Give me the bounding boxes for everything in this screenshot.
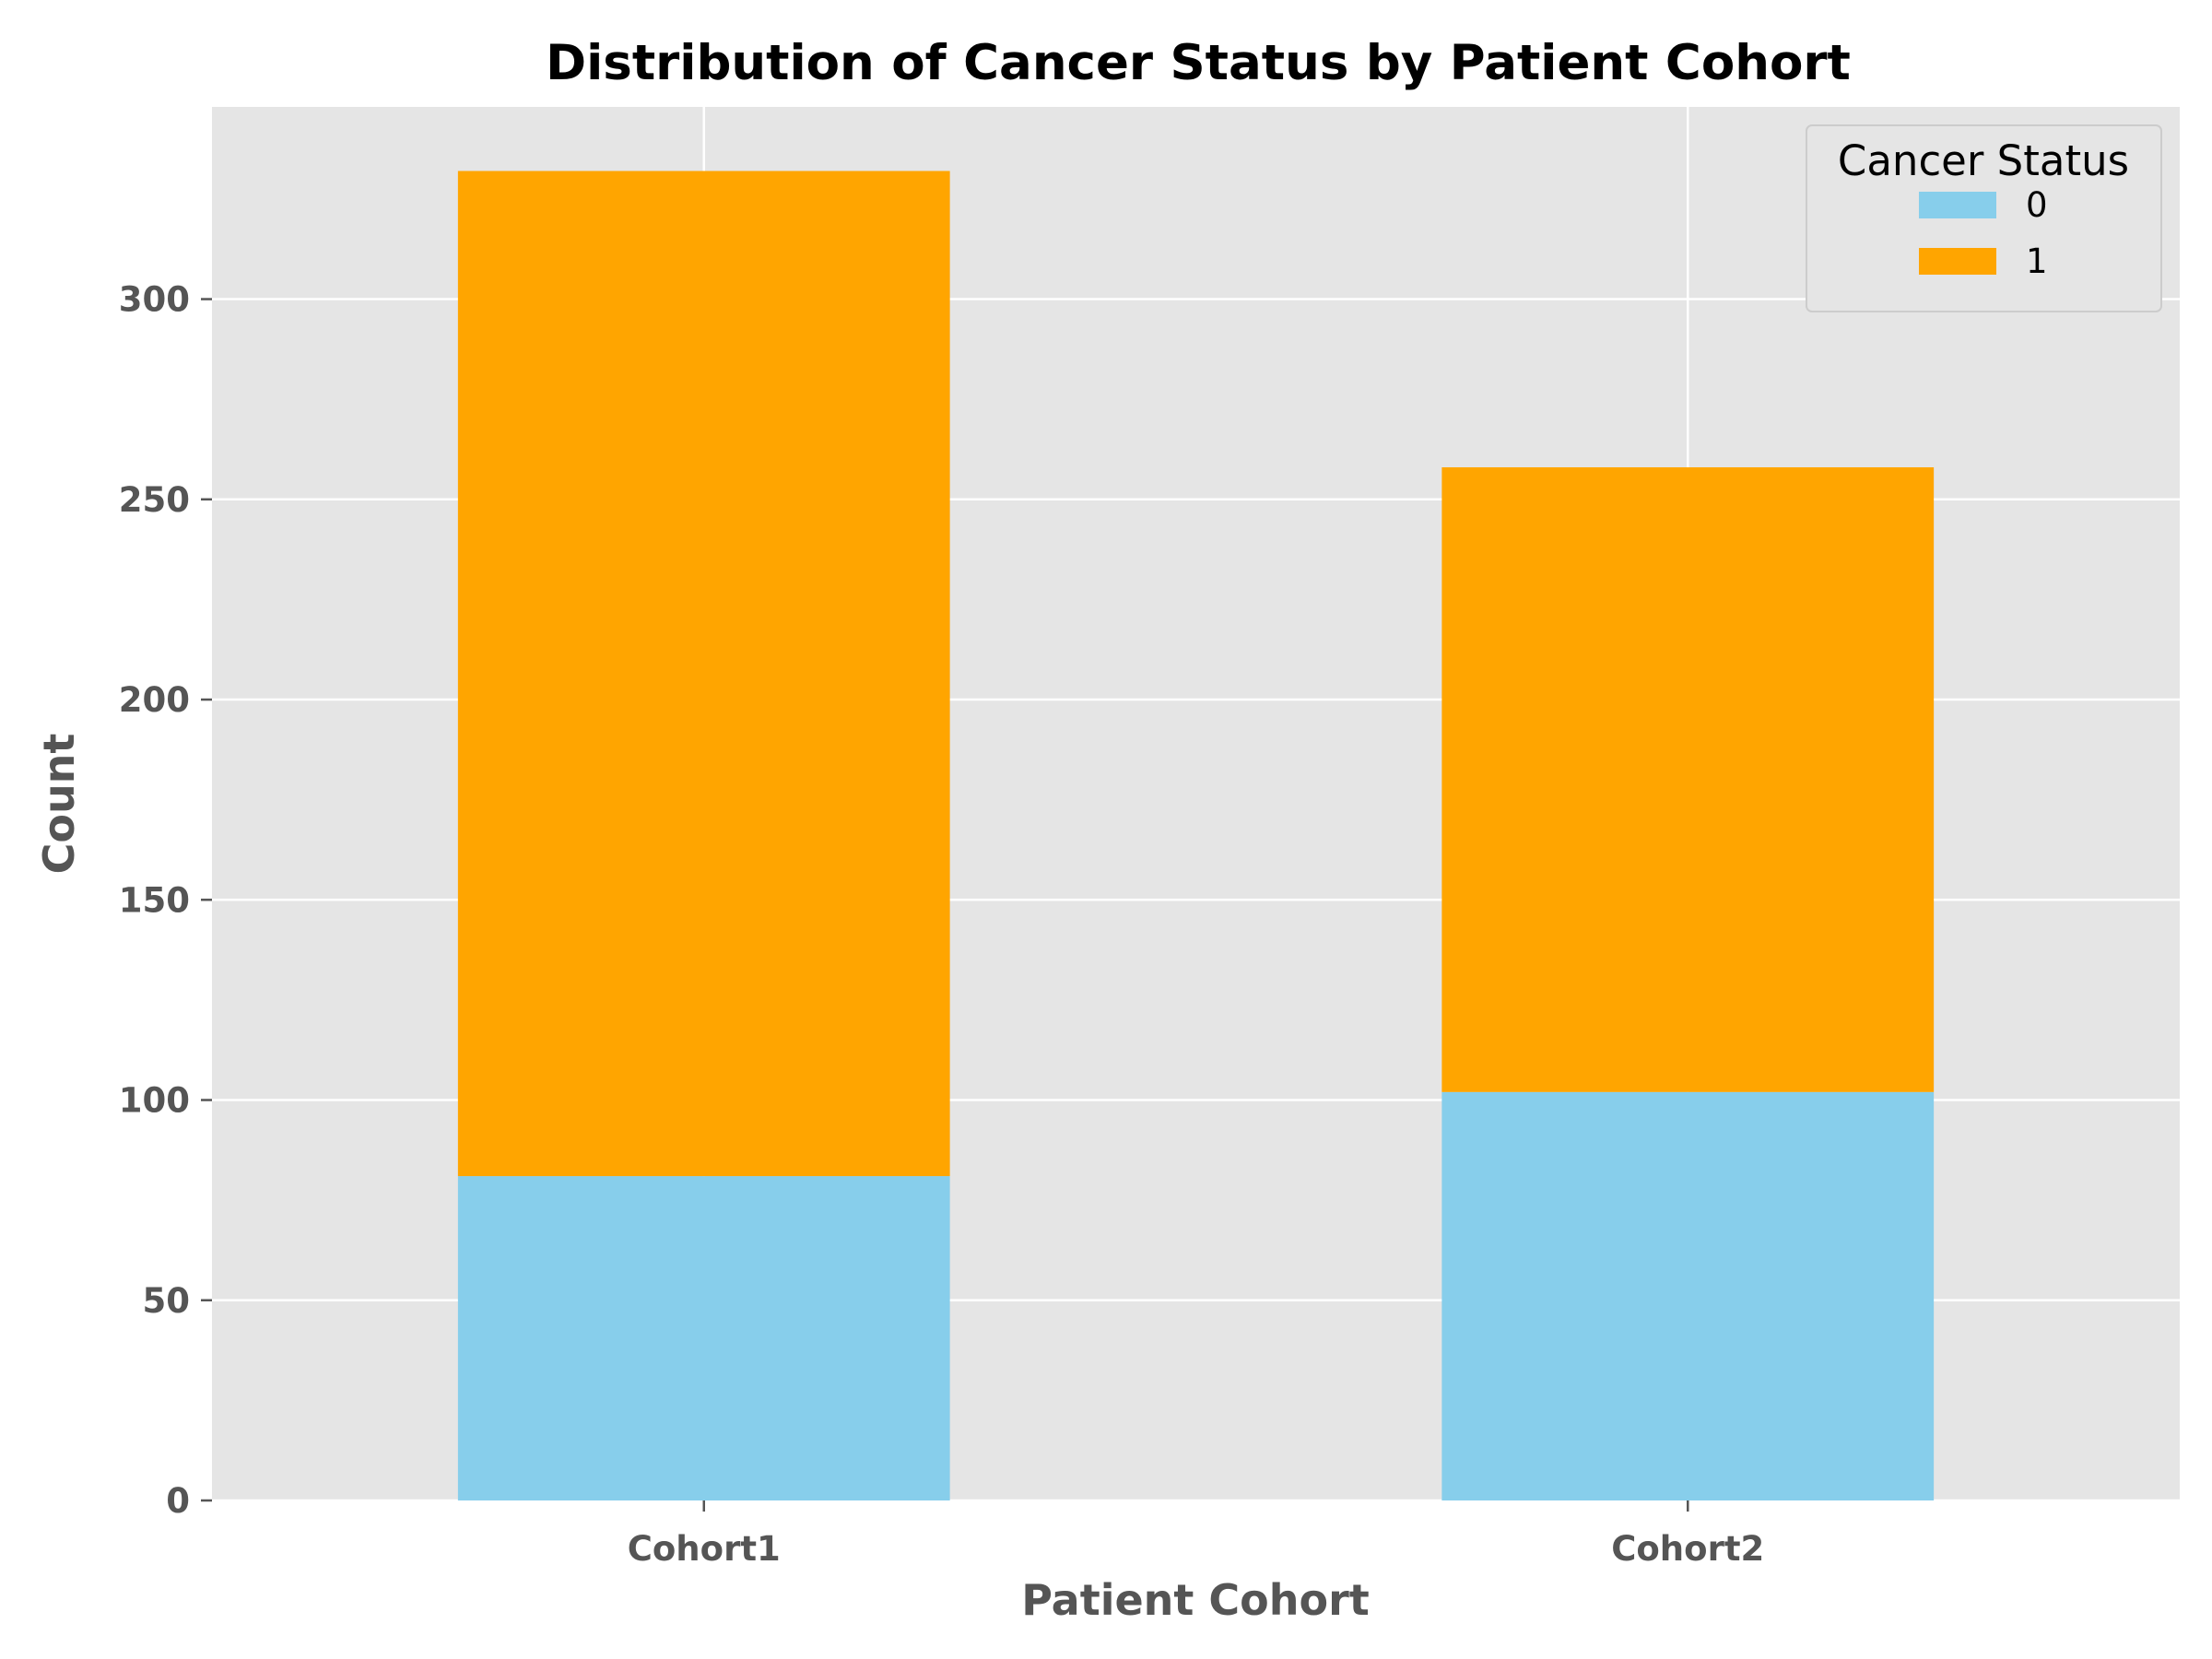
x-axis: Cohort1 Cohort2: [628, 1500, 1764, 1569]
bars: [457, 171, 1935, 1500]
y-axis: 0 50 100 150 200 250 300: [119, 280, 212, 1521]
bar-cohort1-status-1: [457, 171, 950, 1177]
y-tick-label: 50: [143, 1281, 191, 1321]
bar-cohort2-status-0: [1441, 1091, 1935, 1500]
x-axis-label: Patient Cohort: [1021, 1575, 1370, 1625]
legend-swatch-0: [1919, 192, 1996, 218]
legend-label-0: 0: [2026, 185, 2048, 225]
y-tick-label: 0: [166, 1481, 190, 1521]
y-tick-label: 200: [119, 680, 190, 720]
y-axis-label: Count: [34, 734, 84, 875]
bar-cohort2-status-1: [1441, 467, 1935, 1092]
legend-label-1: 1: [2026, 241, 2048, 281]
y-tick-label: 300: [119, 280, 190, 320]
x-tick-label: Cohort2: [1611, 1529, 1764, 1569]
legend-swatch-1: [1919, 248, 1996, 275]
legend-title: Cancer Status: [1838, 136, 2129, 185]
legend: Cancer Status 0 1: [1806, 124, 2162, 312]
y-tick-label: 100: [119, 1081, 190, 1121]
chart-title: Distribution of Cancer Status by Patient…: [546, 35, 1851, 91]
y-tick-label: 150: [119, 880, 190, 920]
x-tick-label: Cohort1: [628, 1529, 781, 1569]
bar-cohort1-status-0: [457, 1176, 950, 1500]
y-tick-label: 250: [119, 480, 190, 520]
